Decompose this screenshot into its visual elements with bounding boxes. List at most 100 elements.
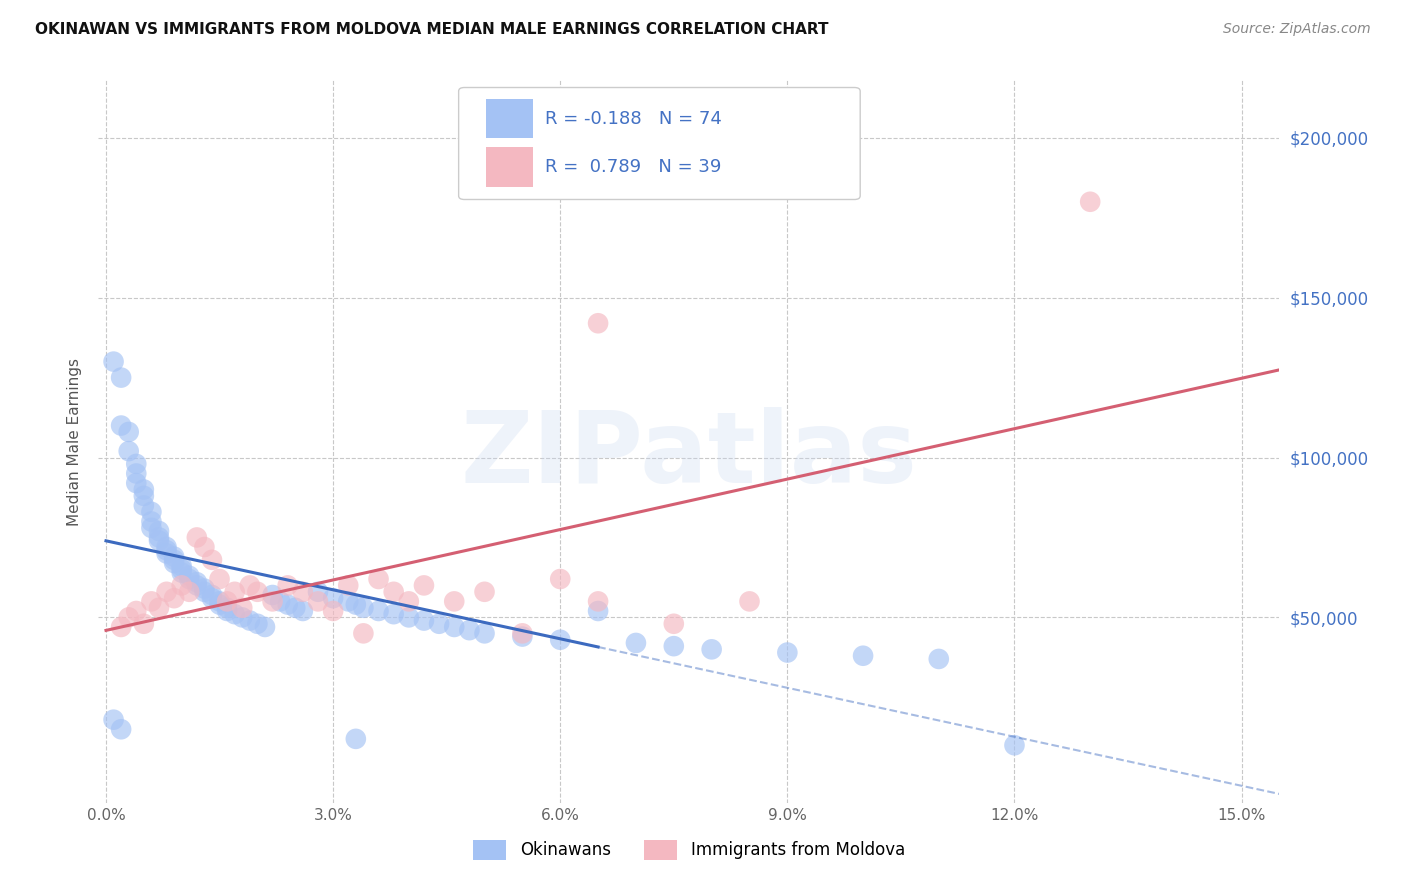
Point	[141, 521, 163, 535]
Point	[163, 549, 186, 564]
Point	[186, 575, 208, 590]
Point	[179, 569, 201, 583]
Point	[474, 584, 496, 599]
Point	[367, 572, 389, 586]
Point	[239, 578, 262, 592]
Point	[239, 614, 262, 628]
Point	[322, 591, 344, 606]
Point	[110, 723, 132, 737]
Point	[269, 594, 291, 608]
Point	[132, 489, 155, 503]
Point	[118, 610, 141, 624]
Point	[443, 620, 465, 634]
Point	[132, 616, 155, 631]
Text: R =  0.789   N = 39: R = 0.789 N = 39	[546, 158, 721, 176]
Point	[307, 584, 329, 599]
Point	[344, 598, 367, 612]
Point	[367, 604, 389, 618]
Bar	[486, 99, 533, 138]
Point	[548, 632, 571, 647]
Point	[382, 584, 405, 599]
Point	[322, 604, 344, 618]
Point	[110, 418, 132, 433]
Point	[231, 610, 253, 624]
Point	[458, 623, 481, 637]
Point	[337, 594, 360, 608]
Point	[586, 316, 609, 330]
Point	[246, 584, 269, 599]
Point	[193, 540, 215, 554]
Point	[427, 616, 450, 631]
Point	[170, 578, 193, 592]
Point	[231, 600, 253, 615]
Point	[141, 505, 163, 519]
Legend: Okinawans, Immigrants from Moldova: Okinawans, Immigrants from Moldova	[467, 833, 911, 867]
Point	[586, 594, 609, 608]
Point	[700, 642, 723, 657]
Point	[277, 598, 299, 612]
Point	[852, 648, 875, 663]
Point	[155, 584, 177, 599]
Point	[141, 594, 163, 608]
Point	[224, 607, 246, 622]
Point	[217, 604, 239, 618]
Point	[170, 562, 193, 576]
Point	[170, 559, 193, 574]
Point	[928, 652, 950, 666]
Bar	[486, 147, 533, 186]
Point	[217, 594, 239, 608]
Point	[118, 425, 141, 439]
Point	[291, 604, 314, 618]
Y-axis label: Median Male Earnings: Median Male Earnings	[67, 358, 83, 525]
Point	[118, 444, 141, 458]
Point	[224, 584, 246, 599]
Point	[262, 594, 284, 608]
Point	[398, 594, 420, 608]
Point	[132, 499, 155, 513]
Point	[110, 620, 132, 634]
Point	[163, 591, 186, 606]
Point	[201, 591, 224, 606]
Text: ZIPatlas: ZIPatlas	[461, 408, 917, 505]
Point	[125, 467, 148, 481]
Point	[352, 626, 374, 640]
Point	[413, 614, 436, 628]
Point	[246, 616, 269, 631]
Point	[110, 370, 132, 384]
Point	[201, 553, 224, 567]
Point	[474, 626, 496, 640]
Text: Source: ZipAtlas.com: Source: ZipAtlas.com	[1223, 22, 1371, 37]
Point	[586, 604, 609, 618]
Point	[132, 483, 155, 497]
Point	[337, 578, 360, 592]
Point	[208, 598, 231, 612]
Point	[1004, 738, 1026, 752]
Point	[148, 531, 170, 545]
Point	[193, 584, 215, 599]
Point	[179, 584, 201, 599]
FancyBboxPatch shape	[458, 87, 860, 200]
Point	[253, 620, 276, 634]
Point	[125, 457, 148, 471]
Point	[512, 630, 534, 644]
Point	[201, 588, 224, 602]
Point	[141, 515, 163, 529]
Point	[398, 610, 420, 624]
Point	[155, 543, 177, 558]
Point	[413, 578, 436, 592]
Point	[148, 524, 170, 538]
Point	[548, 572, 571, 586]
Text: OKINAWAN VS IMMIGRANTS FROM MOLDOVA MEDIAN MALE EARNINGS CORRELATION CHART: OKINAWAN VS IMMIGRANTS FROM MOLDOVA MEDI…	[35, 22, 828, 37]
Point	[382, 607, 405, 622]
Point	[662, 616, 685, 631]
Point	[208, 594, 231, 608]
Point	[1078, 194, 1101, 209]
Point	[307, 594, 329, 608]
Point	[284, 600, 307, 615]
Point	[163, 553, 186, 567]
Point	[155, 540, 177, 554]
Point	[624, 636, 647, 650]
Point	[738, 594, 761, 608]
Point	[186, 578, 208, 592]
Point	[262, 588, 284, 602]
